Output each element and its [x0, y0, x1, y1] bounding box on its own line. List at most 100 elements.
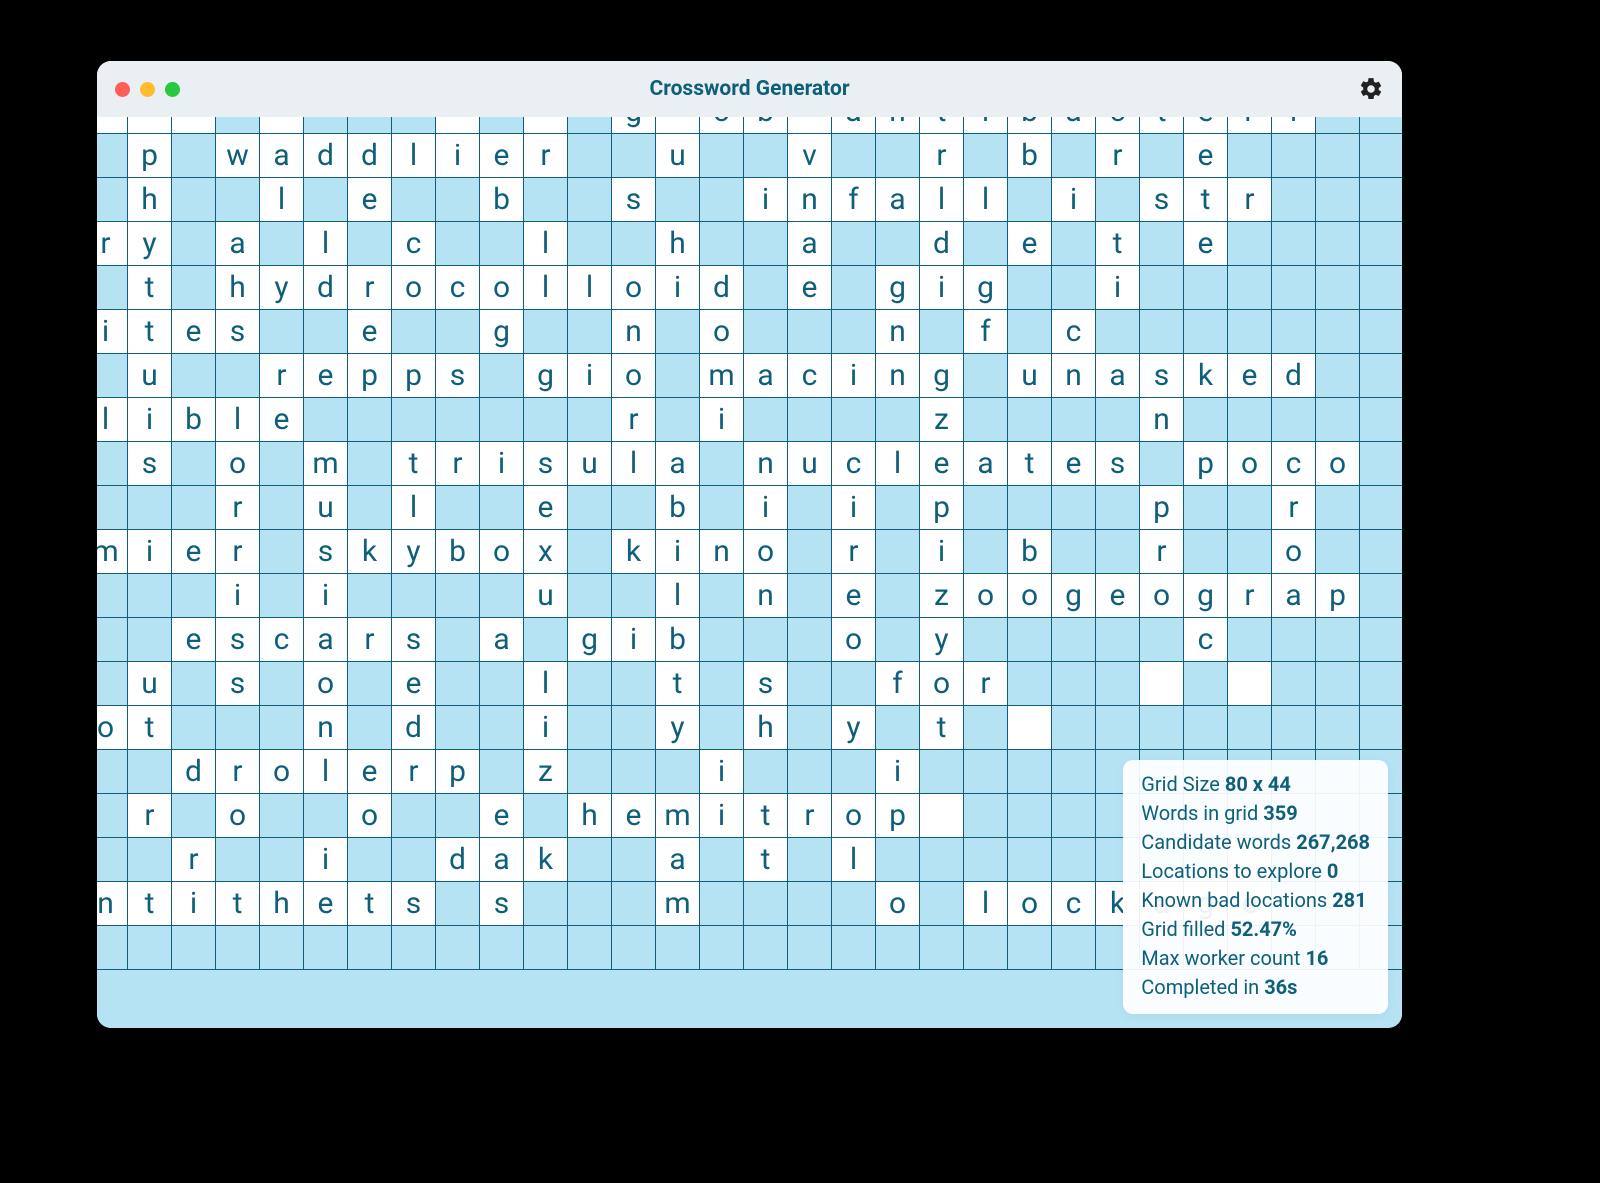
- grid-cell: [436, 882, 480, 926]
- grid-cell: d: [920, 222, 964, 266]
- crossword-grid-viewport[interactable]: gobantibacteripwaddlieruvrbrehlebsinfall…: [97, 117, 1402, 1028]
- grid-cell: [1228, 530, 1272, 574]
- grid-cell: e: [172, 618, 216, 662]
- grid-cell: [216, 706, 260, 750]
- close-window-button[interactable]: [115, 82, 130, 97]
- grid-cell: [1184, 706, 1228, 750]
- grid-cell: f: [964, 310, 1008, 354]
- grid-cell: z: [524, 750, 568, 794]
- grid-cell: [172, 442, 216, 486]
- grid-cell: [304, 398, 348, 442]
- grid-cell: [172, 926, 216, 970]
- grid-cell: [700, 926, 744, 970]
- grid-cell: m: [97, 530, 128, 574]
- grid-cell: t: [128, 706, 172, 750]
- grid-cell: [1228, 134, 1272, 178]
- grid-cell: [744, 222, 788, 266]
- grid-cell: g: [920, 354, 964, 398]
- grid-cell: a: [788, 222, 832, 266]
- grid-cell: o: [1228, 442, 1272, 486]
- grid-cell: [568, 838, 612, 882]
- grid-cell: [172, 222, 216, 266]
- grid-cell: o: [1272, 530, 1316, 574]
- grid-cell: t: [744, 794, 788, 838]
- grid-cell: y: [832, 706, 876, 750]
- grid-cell: t: [656, 662, 700, 706]
- grid-cell: [97, 838, 128, 882]
- grid-cell: [656, 354, 700, 398]
- grid-cell: i: [1052, 178, 1096, 222]
- grid-cell: [524, 882, 568, 926]
- grid-cell: a: [832, 117, 876, 134]
- grid-cell: a: [480, 618, 524, 662]
- grid-cell: [744, 750, 788, 794]
- grid-cell: [700, 442, 744, 486]
- grid-cell: l: [964, 178, 1008, 222]
- grid-cell: d: [700, 266, 744, 310]
- grid-cell: l: [832, 838, 876, 882]
- grid-cell: [260, 794, 304, 838]
- grid-cell: [1360, 354, 1403, 398]
- grid-cell: [1360, 442, 1403, 486]
- grid-cell: [128, 574, 172, 618]
- maximize-window-button[interactable]: [165, 82, 180, 97]
- grid-cell: [480, 486, 524, 530]
- grid-cell: e: [1052, 442, 1096, 486]
- grid-cell: a: [656, 838, 700, 882]
- grid-cell: [436, 574, 480, 618]
- grid-cell: [1008, 794, 1052, 838]
- grid-cell: r: [1096, 134, 1140, 178]
- grid-cell: r: [964, 662, 1008, 706]
- grid-cell: [1272, 266, 1316, 310]
- grid-cell: [876, 838, 920, 882]
- grid-cell: [788, 926, 832, 970]
- grid-cell: u: [568, 442, 612, 486]
- grid-cell: [1360, 574, 1403, 618]
- grid-cell: s: [1140, 354, 1184, 398]
- grid-cell: [172, 354, 216, 398]
- grid-cell: [964, 134, 1008, 178]
- grid-cell: i: [920, 266, 964, 310]
- grid-cell: [1052, 926, 1096, 970]
- grid-cell: b: [1008, 117, 1052, 134]
- grid-cell: [832, 398, 876, 442]
- grid-cell: [568, 574, 612, 618]
- grid-cell: i: [480, 442, 524, 486]
- grid-cell: [1096, 706, 1140, 750]
- grid-cell: l: [524, 662, 568, 706]
- grid-cell: m: [656, 882, 700, 926]
- grid-cell: o: [97, 706, 128, 750]
- grid-cell: [1272, 662, 1316, 706]
- grid-cell: l: [392, 134, 436, 178]
- stat-label: Completed in: [1141, 975, 1259, 999]
- grid-cell: [788, 117, 832, 134]
- grid-cell: [612, 662, 656, 706]
- stat-known-bad-locations: Known bad locations 281: [1141, 886, 1370, 915]
- settings-button[interactable]: [1358, 76, 1384, 102]
- grid-cell: p: [392, 354, 436, 398]
- grid-cell: l: [656, 574, 700, 618]
- grid-cell: m: [304, 442, 348, 486]
- grid-cell: i: [964, 117, 1008, 134]
- grid-cell: c: [1052, 310, 1096, 354]
- grid-cell: [612, 838, 656, 882]
- grid-cell: e: [1184, 134, 1228, 178]
- grid-cell: o: [612, 266, 656, 310]
- grid-cell: e: [1184, 117, 1228, 134]
- grid-cell: [788, 662, 832, 706]
- grid-cell: b: [656, 618, 700, 662]
- grid-cell: [436, 926, 480, 970]
- grid-cell: [1184, 310, 1228, 354]
- grid-cell: d: [392, 706, 436, 750]
- grid-cell: s: [304, 530, 348, 574]
- grid-cell: [964, 706, 1008, 750]
- grid-cell: [920, 310, 964, 354]
- grid-cell: [1096, 662, 1140, 706]
- grid-cell: b: [1008, 134, 1052, 178]
- grid-cell: [1228, 486, 1272, 530]
- grid-cell: [568, 706, 612, 750]
- grid-cell: [480, 222, 524, 266]
- grid-cell: g: [480, 310, 524, 354]
- minimize-window-button[interactable]: [140, 82, 155, 97]
- grid-cell: [964, 926, 1008, 970]
